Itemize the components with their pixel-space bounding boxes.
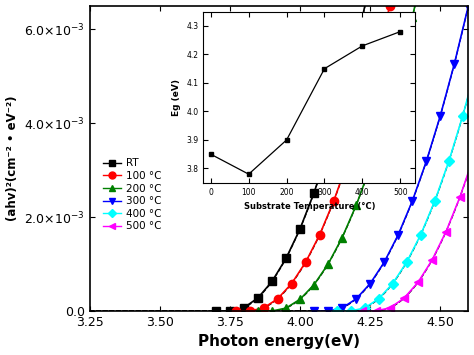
500 °C [429,258,435,262]
400 °C [418,233,424,237]
RT [297,226,303,231]
200 °C [367,165,373,169]
200 °C [353,203,359,207]
500 °C [443,230,449,234]
400 °C [404,260,410,264]
200 °C [297,297,303,301]
500 °C [471,153,474,158]
RT [325,148,331,152]
100 °C [373,61,379,66]
200 °C [410,15,415,20]
200 °C [283,306,289,310]
500 °C [373,309,379,313]
300 °C [367,282,373,286]
RT [339,98,345,103]
500 °C [387,306,392,310]
200 °C [395,71,401,75]
400 °C [390,282,395,286]
X-axis label: Photon energy(eV): Photon energy(eV) [198,334,360,349]
400 °C [446,159,452,163]
RT [255,296,261,300]
200 °C [382,121,387,125]
300 °C [423,159,429,163]
RT [269,279,275,284]
Line: 200 °C: 200 °C [254,0,474,315]
100 °C [359,113,365,118]
100 °C [261,306,266,310]
RT [283,256,289,261]
300 °C [325,309,331,313]
300 °C [353,297,359,301]
Line: 400 °C: 400 °C [333,60,474,315]
200 °C [311,283,317,287]
RT [353,43,359,47]
400 °C [376,297,382,301]
400 °C [460,113,465,118]
300 °C [465,4,471,8]
Line: 100 °C: 100 °C [231,0,474,315]
100 °C [246,309,252,313]
RT [213,309,219,313]
300 °C [438,113,443,118]
Line: 500 °C: 500 °C [357,152,474,315]
Line: RT: RT [212,0,474,315]
400 °C [362,306,367,310]
300 °C [452,61,457,66]
200 °C [339,235,345,240]
RT [311,191,317,195]
400 °C [334,309,339,313]
100 °C [331,199,337,203]
100 °C [317,233,322,237]
100 °C [275,297,281,301]
Legend: RT, 100 °C, 200 °C, 300 °C, 400 °C, 500 °C: RT, 100 °C, 200 °C, 300 °C, 400 °C, 500 … [99,154,165,236]
200 °C [325,262,331,266]
200 °C [269,309,275,313]
300 °C [382,260,387,264]
100 °C [289,282,294,286]
100 °C [303,260,309,264]
300 °C [410,199,415,203]
500 °C [359,309,365,313]
RT [227,309,233,313]
100 °C [387,4,392,8]
500 °C [457,195,463,199]
Line: 300 °C: 300 °C [310,0,474,315]
Y-axis label: (ahv)²(cm⁻² • eV⁻²): (ahv)²(cm⁻² • eV⁻²) [6,95,18,221]
100 °C [345,159,351,163]
RT [241,306,247,310]
400 °C [432,199,438,203]
300 °C [339,306,345,310]
500 °C [401,296,407,300]
200 °C [255,309,261,313]
100 °C [233,309,238,313]
300 °C [311,309,317,313]
300 °C [395,233,401,237]
500 °C [415,280,421,285]
400 °C [348,309,354,313]
